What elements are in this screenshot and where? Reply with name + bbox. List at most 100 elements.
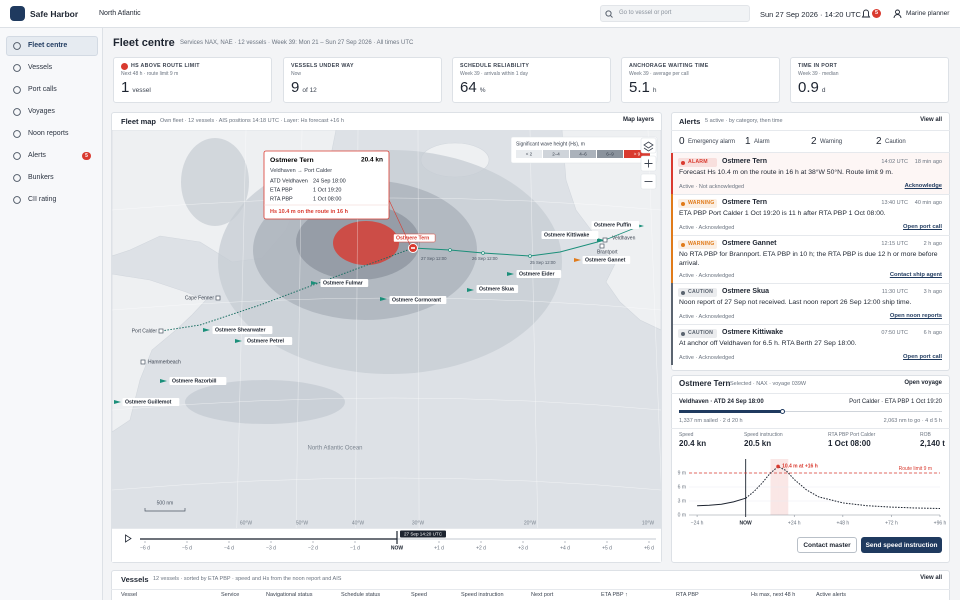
longitude-label: 20°W xyxy=(524,520,537,526)
popup-route: Veldhaven → Port Calder xyxy=(270,168,332,174)
port-marker xyxy=(215,295,221,301)
page-title: Fleet centre xyxy=(113,36,175,49)
notification-count: 5 xyxy=(874,10,879,16)
nav-item[interactable]: Port calls xyxy=(28,85,57,93)
user-menu[interactable]: Marine planner xyxy=(906,10,950,17)
icon-shape xyxy=(13,152,21,160)
y-tick-label: 6 m xyxy=(678,484,686,490)
stat-label: Speed instruction xyxy=(744,431,783,438)
land xyxy=(112,273,207,433)
vessel-label: Ostmere Kittiwake xyxy=(544,233,589,239)
send-speed-instruction-button[interactable]: Send speed instruction xyxy=(861,537,942,553)
alert-time: 12:15 UTC xyxy=(881,241,908,247)
nav-item[interactable]: Vessels xyxy=(28,63,53,71)
column-header[interactable]: Speed instruction xyxy=(461,592,504,598)
alerts-view-all[interactable]: View all xyxy=(920,117,942,124)
vessel-label: Ostmere Gannet xyxy=(585,258,626,264)
graticule xyxy=(647,130,661,485)
timeline-tick-label: NOW xyxy=(391,545,404,551)
nav-item[interactable]: Alerts xyxy=(28,151,46,159)
alert-vessel: Ostmere Kittiwake xyxy=(722,329,784,337)
search-icon xyxy=(605,10,613,18)
alert-time: 13:40 UTC xyxy=(881,200,908,206)
nav-item[interactable]: Fleet centre xyxy=(28,41,68,49)
nav-item[interactable]: CII rating xyxy=(28,195,57,203)
vessel-label: Ostmere Cormorant xyxy=(392,298,441,304)
port-label: Hammerbeach xyxy=(148,359,181,365)
column-header[interactable]: Service xyxy=(221,592,240,598)
column-header[interactable]: RTA PBP xyxy=(676,592,699,598)
x-tick-label: +24 h xyxy=(788,520,801,526)
port-label: Cape Fenner xyxy=(185,295,215,301)
progress-track xyxy=(679,410,942,412)
threshold-label: Route limit 9 m xyxy=(899,466,932,472)
nav-item[interactable]: Noon reports xyxy=(28,129,69,137)
column-header[interactable]: Navigational status xyxy=(266,592,313,598)
timeline-tick-label: +1 d xyxy=(434,545,444,551)
icon-shape xyxy=(13,42,21,50)
nav-item[interactable]: Bunkers xyxy=(28,173,54,181)
column-header[interactable]: Vessel xyxy=(121,592,138,598)
longitude-label: 40°W xyxy=(352,520,365,526)
x-tick-label: NOW xyxy=(740,520,753,526)
alerts-title: Alerts xyxy=(679,116,701,126)
nav-icon xyxy=(13,174,21,182)
kpi-label: SCHEDULE RELIABILITY xyxy=(460,62,530,69)
vessels-card xyxy=(111,570,950,600)
open-voyage[interactable]: Open voyage xyxy=(904,380,942,387)
track-point xyxy=(528,254,532,258)
vessel-label: Ostmere Guillemot xyxy=(125,400,172,406)
nav-active xyxy=(6,36,98,56)
region-selector[interactable]: North Atlantic xyxy=(99,9,141,17)
alert-action[interactable]: Open port call xyxy=(903,224,942,231)
kpi-value-row: 9 of 12 xyxy=(291,79,317,97)
timeline-tick-label: −2 d xyxy=(308,545,318,551)
column-header[interactable]: Schedule status xyxy=(341,592,381,598)
nav-icon xyxy=(13,108,21,116)
map-layers-button[interactable]: Map layers xyxy=(622,117,654,124)
column-header[interactable]: Hs max, next 48 h xyxy=(751,592,796,598)
peak-marker xyxy=(776,464,780,469)
vessel-label-box xyxy=(541,231,599,239)
track-time-label: 27 Sep 12:00 xyxy=(421,256,447,261)
hs-legend-label: 4–6 xyxy=(579,151,587,156)
alert-time: 07:50 UTC xyxy=(881,330,908,336)
progress-marker xyxy=(779,408,785,414)
column-header[interactable]: Next port xyxy=(531,592,554,598)
alert-level-icon xyxy=(681,331,685,336)
alert-action[interactable]: Open noon reports xyxy=(889,313,942,320)
vessels-view-all[interactable]: View all xyxy=(920,575,942,582)
alert-action[interactable]: Open port call xyxy=(903,354,942,361)
vessel-label: Ostmere Tern xyxy=(396,236,429,242)
vessel-label-box xyxy=(516,270,562,278)
alert-severity-bar xyxy=(671,194,673,235)
port-label: Brantport xyxy=(597,249,618,255)
column-header[interactable]: Speed xyxy=(411,592,427,598)
kpi-value-row: 0.9 d xyxy=(798,79,825,97)
icon-shape xyxy=(893,14,902,19)
alert-status: Active · Acknowledged xyxy=(679,313,735,320)
column-header[interactable]: ETA PBP ↑ xyxy=(601,592,628,598)
sidebar xyxy=(0,28,103,600)
vessel-label: Ostmere Petrel xyxy=(247,339,284,345)
icon-shape xyxy=(605,10,612,17)
alert-action[interactable]: Contact ship agent xyxy=(889,272,942,279)
alert-count-label: Caution xyxy=(885,138,906,145)
hs-legend-title: Significant wave height (Hs), m xyxy=(516,141,585,147)
notification-badge xyxy=(872,9,881,18)
search-box xyxy=(600,5,750,22)
hs-legend-swatch xyxy=(570,150,596,158)
contact-master-button[interactable]: Contact master xyxy=(797,537,857,553)
hs-legend-swatch xyxy=(624,150,650,158)
nav-item[interactable]: Voyages xyxy=(28,107,55,115)
alert-severity-bar xyxy=(671,235,673,283)
page-subtitle: Services NAX, NAE · 12 vessels · Week 39… xyxy=(180,40,414,47)
vessel-label-box xyxy=(476,285,519,293)
vessel-label-box xyxy=(320,279,369,287)
alert-level-icon xyxy=(681,290,685,295)
kpi-unit: d xyxy=(821,87,826,94)
vessel-marker xyxy=(203,328,210,332)
vessel-marker xyxy=(597,238,604,242)
alert-action[interactable]: Acknowledge xyxy=(904,183,942,190)
column-header[interactable]: Active alerts xyxy=(816,592,846,598)
